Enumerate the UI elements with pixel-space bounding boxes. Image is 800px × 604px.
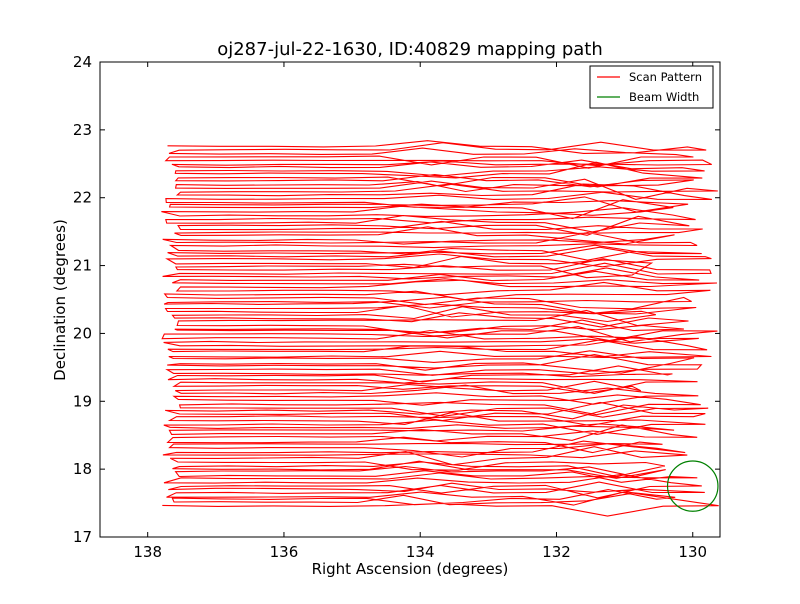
scan-pattern-series [161, 140, 719, 517]
y-tick-label: 19 [73, 392, 92, 410]
legend-label-beam-width: Beam Width [629, 90, 699, 104]
scan-pattern-line [161, 140, 719, 517]
y-tick-label: 17 [73, 528, 92, 546]
legend-label-scan-pattern: Scan Pattern [629, 70, 702, 84]
y-axis-label: Declination (degrees) [51, 219, 69, 381]
x-axis-label: Right Ascension (degrees) [312, 560, 509, 578]
x-tick-label: 138 [133, 543, 162, 561]
x-axis-ticks: 138 136 134 132 130 [133, 62, 707, 561]
y-tick-label: 18 [73, 460, 92, 478]
x-tick-label: 132 [542, 543, 571, 561]
chart-title: oj287-jul-22-1630, ID:40829 mapping path [217, 39, 603, 60]
y-tick-label: 23 [73, 121, 92, 139]
plot-area [161, 140, 719, 517]
legend: Scan Pattern Beam Width [589, 65, 714, 109]
y-tick-label: 20 [73, 324, 92, 342]
x-tick-label: 134 [406, 543, 435, 561]
x-tick-label: 136 [270, 543, 299, 561]
beam-width-series [666, 460, 719, 512]
y-tick-label: 22 [73, 189, 92, 207]
y-tick-label: 24 [73, 53, 92, 71]
legend-box [589, 65, 714, 109]
axes-frame [99, 61, 721, 538]
x-tick-label: 130 [678, 543, 707, 561]
y-tick-label: 21 [73, 257, 92, 275]
y-axis-ticks: 17 18 19 20 21 22 23 24 [73, 53, 720, 546]
beam-width-circle [666, 460, 719, 512]
